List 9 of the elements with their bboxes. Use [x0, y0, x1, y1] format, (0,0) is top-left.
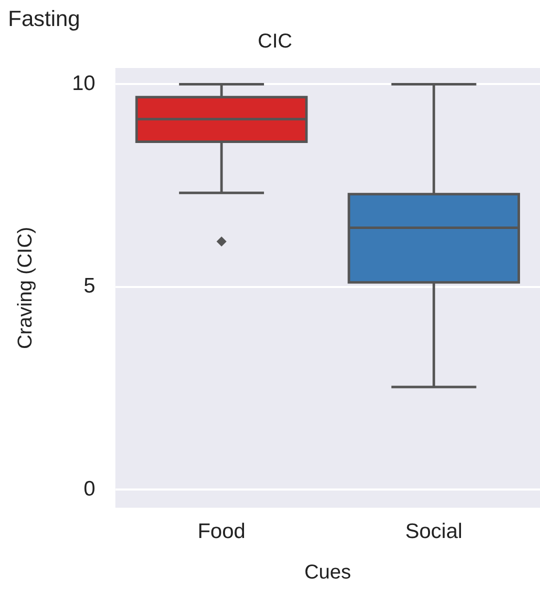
x-tick-label: Social [405, 520, 462, 544]
chart-title: CIC [258, 30, 292, 53]
y-axis-title: Craving (CIC) [14, 226, 37, 350]
chart-subtitle: Fasting [8, 6, 80, 32]
y-tick-label: 0 [84, 477, 96, 500]
x-tick-label: Food [198, 520, 246, 544]
y-tick-label: 10 [72, 72, 96, 96]
y-tick-label: 5 [84, 274, 96, 298]
x-axis-title: Cues [304, 562, 352, 584]
